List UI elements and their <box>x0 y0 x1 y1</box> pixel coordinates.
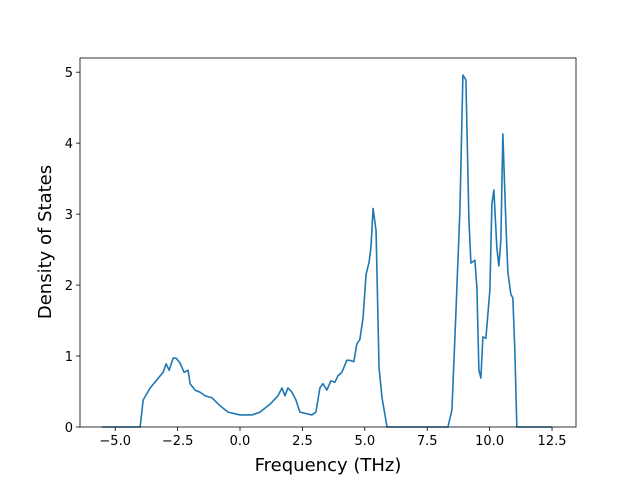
line-series <box>101 74 553 428</box>
y-tick-label: 5 <box>65 66 73 81</box>
x-tick-label: 0.0 <box>230 434 251 449</box>
x-tick-label: −2.5 <box>162 434 194 449</box>
x-tick-label: −5.0 <box>99 434 131 449</box>
x-tick-label: 12.5 <box>538 434 567 449</box>
y-tick-label: 1 <box>65 350 73 365</box>
y-tick-label: 2 <box>65 279 73 294</box>
x-tick-label: 7.5 <box>417 434 438 449</box>
y-axis-label: Density of States <box>35 165 56 319</box>
y-tick-label: 3 <box>65 208 73 223</box>
plot-frame <box>79 57 577 428</box>
x-axis-label: Frequency (THz) <box>255 455 402 476</box>
y-tick-label: 0 <box>65 421 73 436</box>
x-tick-label: 5.0 <box>354 434 375 449</box>
x-tick-label: 10.0 <box>475 434 504 449</box>
y-tick-label: 4 <box>65 137 73 152</box>
x-tick-label: 2.5 <box>292 434 313 449</box>
